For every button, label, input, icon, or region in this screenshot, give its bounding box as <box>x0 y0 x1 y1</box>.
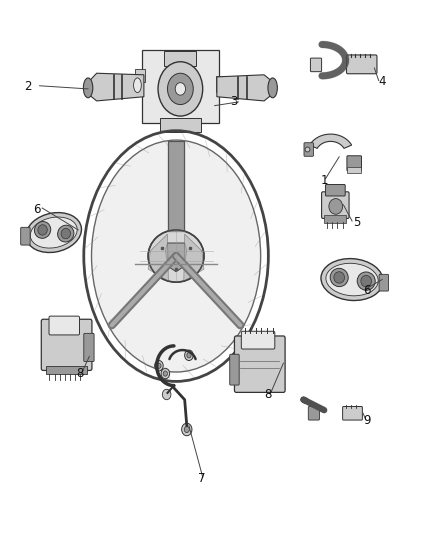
FancyBboxPatch shape <box>379 274 389 291</box>
FancyBboxPatch shape <box>324 215 346 223</box>
Text: 9: 9 <box>364 414 371 427</box>
Ellipse shape <box>58 225 74 242</box>
FancyBboxPatch shape <box>325 184 345 196</box>
Text: 7: 7 <box>198 472 205 484</box>
FancyBboxPatch shape <box>21 228 30 245</box>
Ellipse shape <box>92 140 261 372</box>
Text: 8: 8 <box>265 388 272 401</box>
Polygon shape <box>166 243 187 272</box>
Ellipse shape <box>26 213 81 253</box>
FancyBboxPatch shape <box>165 51 196 67</box>
FancyBboxPatch shape <box>241 332 275 349</box>
Text: 5: 5 <box>353 216 360 229</box>
Text: 3: 3 <box>230 95 238 108</box>
FancyBboxPatch shape <box>160 118 201 132</box>
Circle shape <box>163 371 167 376</box>
Ellipse shape <box>330 268 348 287</box>
Polygon shape <box>184 234 204 281</box>
FancyBboxPatch shape <box>142 50 219 123</box>
Circle shape <box>155 360 163 371</box>
Polygon shape <box>148 234 168 281</box>
Circle shape <box>184 426 189 433</box>
Circle shape <box>175 83 186 95</box>
Text: 6: 6 <box>33 203 40 215</box>
Circle shape <box>157 363 161 368</box>
FancyBboxPatch shape <box>308 407 319 420</box>
Circle shape <box>161 368 170 379</box>
Ellipse shape <box>61 228 71 239</box>
Polygon shape <box>90 73 144 101</box>
Ellipse shape <box>30 217 77 248</box>
Circle shape <box>187 353 191 358</box>
Text: 2: 2 <box>24 80 32 93</box>
FancyBboxPatch shape <box>135 69 145 82</box>
Ellipse shape <box>361 276 371 287</box>
Ellipse shape <box>329 199 343 214</box>
Ellipse shape <box>321 259 383 301</box>
Text: 4: 4 <box>378 75 386 87</box>
Text: 1: 1 <box>321 174 328 187</box>
Circle shape <box>185 350 193 360</box>
Circle shape <box>158 62 203 116</box>
FancyBboxPatch shape <box>343 407 362 420</box>
FancyBboxPatch shape <box>321 192 349 219</box>
Circle shape <box>167 73 193 104</box>
FancyBboxPatch shape <box>41 319 92 370</box>
Circle shape <box>162 389 171 400</box>
Ellipse shape <box>148 230 204 282</box>
FancyBboxPatch shape <box>84 333 94 361</box>
FancyBboxPatch shape <box>304 143 314 156</box>
Text: 6: 6 <box>364 284 371 296</box>
FancyBboxPatch shape <box>346 55 377 74</box>
FancyBboxPatch shape <box>230 354 239 385</box>
Ellipse shape <box>83 78 93 98</box>
Circle shape <box>182 423 192 436</box>
FancyBboxPatch shape <box>347 156 361 171</box>
FancyBboxPatch shape <box>347 167 361 173</box>
Ellipse shape <box>326 263 378 296</box>
FancyBboxPatch shape <box>46 366 87 374</box>
FancyBboxPatch shape <box>234 336 285 392</box>
Polygon shape <box>310 134 352 148</box>
Ellipse shape <box>334 272 345 283</box>
Ellipse shape <box>134 78 141 93</box>
Ellipse shape <box>268 78 277 98</box>
FancyBboxPatch shape <box>215 76 223 92</box>
Text: 8: 8 <box>76 367 83 380</box>
Ellipse shape <box>35 222 51 238</box>
FancyBboxPatch shape <box>49 316 79 335</box>
Polygon shape <box>217 75 271 101</box>
Ellipse shape <box>38 225 47 235</box>
FancyBboxPatch shape <box>311 58 321 71</box>
Ellipse shape <box>357 272 375 290</box>
